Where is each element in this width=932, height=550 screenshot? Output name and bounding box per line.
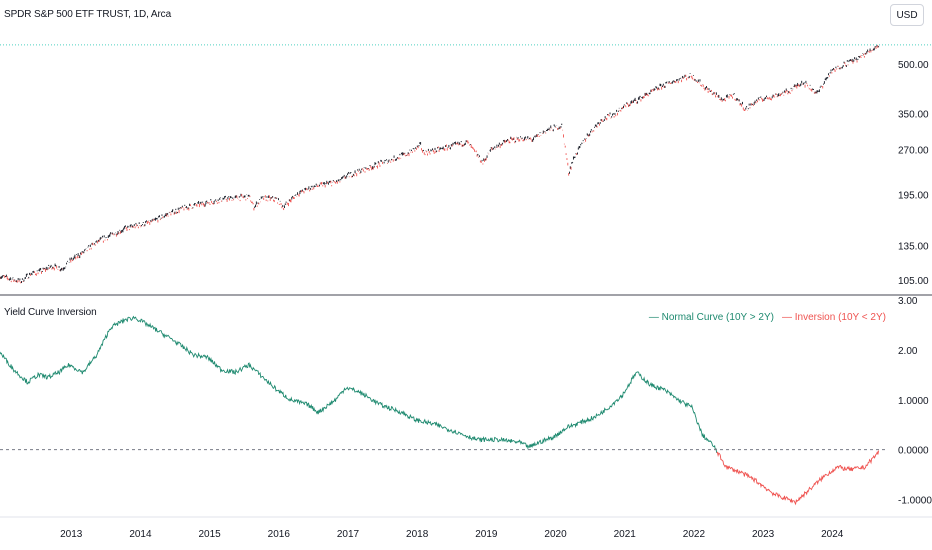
price-axis-tick-label: 195.00 (898, 190, 929, 201)
time-axis-tick-label: 2017 (337, 529, 360, 540)
time-axis-tick-label: 2015 (198, 529, 221, 540)
indicator-legend: — Normal Curve (10Y > 2Y) — Inversion (1… (649, 312, 886, 323)
indicator-axis-tick-label: 0.0000 (898, 446, 929, 457)
time-axis-tick-label: 2016 (268, 529, 291, 540)
indicator-axis-tick-label: 1.0000 (898, 396, 929, 407)
price-axis-tick-label: 105.00 (898, 276, 929, 287)
inversion-series (716, 450, 880, 506)
indicator-axis-tick-label: -1.0000 (898, 496, 932, 507)
time-axis-tick-label: 2022 (683, 529, 706, 540)
time-axis-tick-label: 2021 (614, 529, 637, 540)
time-axis-tick-label: 2023 (752, 529, 775, 540)
price-axis-tick-label: 270.00 (898, 145, 929, 156)
indicator-axis-tick-label: 3.00 (898, 296, 918, 307)
legend-inversion: — Inversion (10Y < 2Y) (781, 312, 886, 323)
time-axis-tick-label: 2018 (406, 529, 429, 540)
indicator-title: Yield Curve Inversion (4, 307, 97, 318)
currency-button[interactable]: USD (890, 4, 924, 26)
normal-curve-series (0, 315, 716, 451)
price-axis-tick-label: 350.00 (898, 110, 929, 121)
indicator-axis-tick-label: 2.00 (898, 346, 918, 357)
time-axis-tick-label: 2024 (821, 529, 844, 540)
time-axis-tick-label: 2020 (544, 529, 567, 540)
legend-normal-curve: — Normal Curve (10Y > 2Y) (648, 312, 774, 323)
time-axis-tick-label: 2013 (60, 529, 83, 540)
time-axis-tick-label: 2014 (129, 529, 152, 540)
symbol-title: SPDR S&P 500 ETF TRUST, 1D, Arca (4, 9, 172, 20)
time-axis-tick-label: 2019 (475, 529, 498, 540)
price-axis-tick-label: 135.00 (898, 241, 929, 252)
price-axis-tick-label: 500.00 (898, 60, 929, 71)
